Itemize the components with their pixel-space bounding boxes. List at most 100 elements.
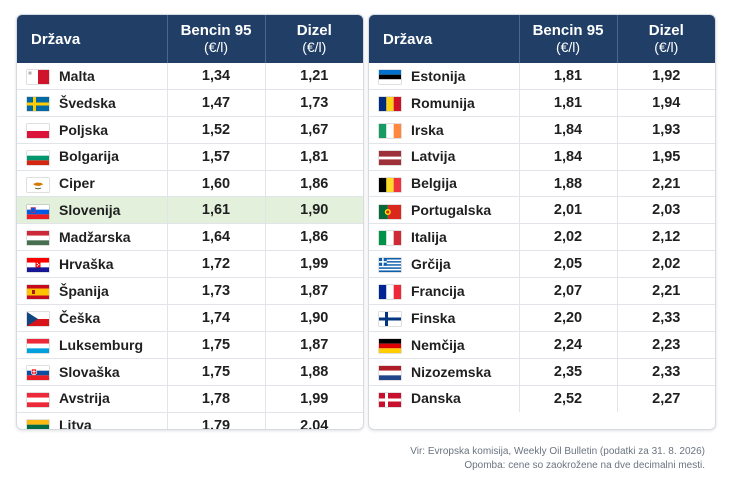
- table-row: Hrvaška 1,72 1,99: [17, 250, 363, 279]
- bulgaria-flag-icon: [27, 150, 49, 165]
- petrol-price-cell: 2,24: [518, 331, 617, 359]
- petrol-price-cell: 1,34: [166, 63, 265, 90]
- greece-flag-icon: [379, 258, 401, 273]
- country-cell: Danska: [369, 385, 519, 411]
- sweden-flag-icon: [27, 96, 49, 111]
- country-cell: Slovenija: [17, 196, 167, 225]
- country-cell: Estonija: [369, 63, 519, 90]
- country-column-header: Država: [369, 15, 519, 63]
- diesel-price-cell: 1,87: [264, 277, 363, 306]
- slovakia-flag-icon: [27, 365, 49, 380]
- country-cell: Češka: [17, 304, 167, 332]
- italy-flag-icon: [379, 231, 401, 246]
- petrol-header-label: Bencin 95: [180, 22, 252, 39]
- diesel-column-header: Dizel (€/l): [264, 15, 363, 63]
- table-row: Švedska 1,47 1,73: [17, 89, 363, 117]
- country-cell: Avstrija: [17, 385, 167, 413]
- petrol-column-header: Bencin 95 (€/l): [166, 15, 265, 63]
- austria-flag-icon: [27, 392, 49, 407]
- diesel-price-cell: 1,90: [264, 196, 363, 225]
- table-row: Madžarska 1,64 1,86: [17, 223, 363, 252]
- table-row: Litva 1,79 2,04: [17, 412, 363, 430]
- diesel-header-unit: (€/l): [654, 39, 679, 55]
- country-name: Danska: [411, 390, 461, 407]
- diesel-price-cell: 1,88: [264, 358, 363, 386]
- country-cell: Belgija: [369, 170, 519, 198]
- germany-flag-icon: [379, 339, 401, 353]
- country-cell: Švedska: [17, 89, 167, 117]
- rounding-note: Opomba: cene so zaokrožene na dve decima…: [464, 460, 705, 471]
- country-name: Malta: [59, 67, 95, 84]
- petrol-price-cell: 2,05: [518, 250, 617, 279]
- diesel-price-cell: 1,81: [264, 143, 363, 171]
- diesel-price-cell: 2,23: [616, 331, 715, 359]
- petrol-header-unit: (€/l): [555, 39, 581, 55]
- country-cell: Španija: [17, 277, 167, 306]
- country-name: Litva: [59, 417, 92, 430]
- table-row: Portugalska 2,01 2,03: [369, 196, 715, 225]
- table-row: Latvija 1,84 1,95: [369, 143, 715, 171]
- belgium-flag-icon: [379, 177, 401, 192]
- country-cell: Nemčija: [369, 331, 519, 359]
- hungary-flag-icon: [27, 231, 49, 246]
- table-row: Slovenija 1,61 1,90: [17, 196, 363, 225]
- diesel-header-label: Dizel: [648, 22, 684, 39]
- petrol-price-cell: 1,84: [518, 116, 617, 144]
- diesel-price-cell: 1,87: [264, 331, 363, 359]
- lithuania-flag-icon: [27, 419, 49, 429]
- diesel-price-cell: 2,02: [616, 250, 715, 279]
- diesel-price-cell: 2,04: [264, 412, 363, 429]
- romania-flag-icon: [379, 96, 401, 111]
- table-row: Ciper 1,60 1,86: [17, 170, 363, 198]
- diesel-price-cell: 1,86: [264, 170, 363, 198]
- country-cell: Francija: [369, 277, 519, 306]
- country-name: Avstrija: [59, 390, 110, 407]
- petrol-price-cell: 1,75: [166, 358, 265, 386]
- country-cell: Grčija: [369, 250, 519, 279]
- country-cell: Ciper: [17, 170, 167, 198]
- country-cell: Slovaška: [17, 358, 167, 386]
- country-name: Luksemburg: [59, 336, 144, 353]
- table-row: Danska 2,52 2,27: [369, 385, 715, 412]
- malta-flag-icon: [27, 70, 49, 85]
- country-cell: Litva: [17, 412, 167, 430]
- country-cell: Hrvaška: [17, 250, 167, 279]
- country-name: Nemčija: [411, 336, 465, 353]
- petrol-price-cell: 1,73: [166, 277, 265, 306]
- table-header-row: Država Bencin 95 (€/l) Dizel (€/l): [17, 15, 363, 63]
- diesel-price-cell: 1,99: [264, 250, 363, 279]
- table-row: Italija 2,02 2,12: [369, 223, 715, 252]
- country-column-header: Država: [17, 15, 167, 63]
- table-row: Irska 1,84 1,93: [369, 116, 715, 144]
- petrol-price-cell: 2,20: [518, 304, 617, 332]
- diesel-price-cell: 1,95: [616, 143, 715, 171]
- petrol-price-cell: 1,64: [166, 223, 265, 252]
- petrol-price-cell: 1,88: [518, 170, 617, 198]
- diesel-price-cell: 1,86: [264, 223, 363, 252]
- petrol-column-header: Bencin 95 (€/l): [518, 15, 617, 63]
- source-note: Vir: Evropska komisija, Weekly Oil Bulle…: [410, 446, 705, 457]
- petrol-header-unit: (€/l): [203, 39, 229, 55]
- country-cell: Latvija: [369, 143, 519, 171]
- czechia-flag-icon: [27, 312, 49, 327]
- diesel-price-cell: 2,33: [616, 304, 715, 332]
- petrol-price-cell: 1,57: [166, 143, 265, 171]
- petrol-price-cell: 1,81: [518, 63, 617, 90]
- country-cell: Finska: [369, 304, 519, 332]
- finland-flag-icon: [379, 312, 401, 327]
- diesel-price-cell: 1,92: [616, 63, 715, 90]
- poland-flag-icon: [27, 123, 49, 138]
- diesel-column-header: Dizel (€/l): [616, 15, 715, 63]
- table-header-row: Država Bencin 95 (€/l) Dizel (€/l): [369, 15, 715, 63]
- country-cell: Portugalska: [369, 196, 519, 225]
- table-row: Malta 1,34 1,21: [17, 63, 363, 90]
- country-name: Španija: [59, 282, 109, 299]
- country-cell: Malta: [17, 63, 167, 90]
- petrol-price-cell: 2,01: [518, 196, 617, 225]
- country-cell: Irska: [369, 116, 519, 144]
- estonia-flag-icon: [379, 70, 401, 85]
- table-row: Poljska 1,52 1,67: [17, 116, 363, 144]
- diesel-price-cell: 1,99: [264, 385, 363, 413]
- table-row: Nizozemska 2,35 2,33: [369, 358, 715, 386]
- spain-flag-icon: [27, 285, 49, 300]
